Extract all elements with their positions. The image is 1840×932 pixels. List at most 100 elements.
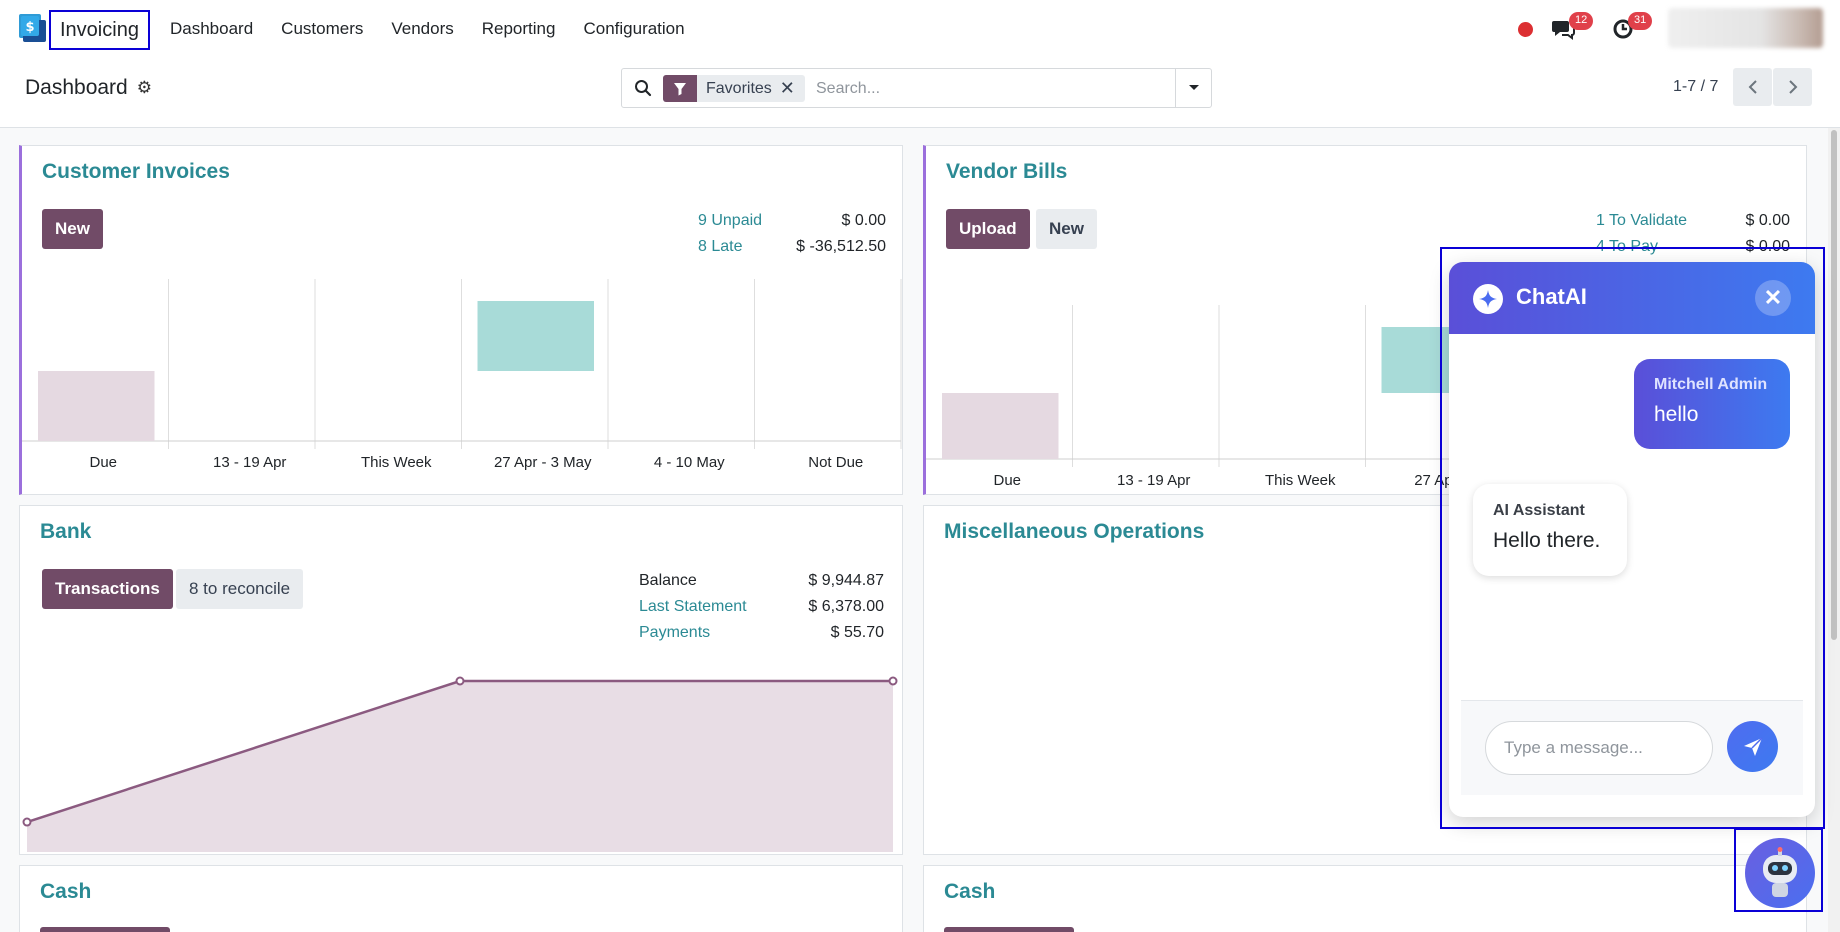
page-scrollbar[interactable] xyxy=(1828,128,1840,932)
customer-invoices-bar[interactable] xyxy=(477,301,595,371)
messages-badge: 12 xyxy=(1569,12,1594,30)
cash-card-left: Cash xyxy=(19,865,903,932)
cash-title-right[interactable]: Cash xyxy=(944,880,996,903)
chatai-header: ChatAI ✕ xyxy=(1449,262,1815,334)
cash-title-left[interactable]: Cash xyxy=(40,880,92,903)
ai-message-bubble: AI Assistant Hello there. xyxy=(1473,484,1627,576)
balance-amount: $ 9,944.87 xyxy=(808,572,884,589)
late-amount: $ -36,512.50 xyxy=(796,238,886,255)
chat-message-input[interactable] xyxy=(1485,721,1713,775)
ai-message-author: AI Assistant xyxy=(1493,502,1585,519)
page-title: Dashboard xyxy=(25,76,128,99)
invoicing-app-icon[interactable]: $ xyxy=(19,14,46,42)
vendor-bills-bar[interactable] xyxy=(942,393,1059,459)
ai-message-text: Hello there. xyxy=(1493,529,1601,552)
status-dot-icon[interactable] xyxy=(1518,0,1533,58)
customer-invoices-tick-label: 27 Apr - 3 May xyxy=(494,454,592,471)
filter-icon xyxy=(663,75,697,102)
search-facet-favorites[interactable]: Favorites ✕ xyxy=(663,75,805,102)
main-menu: Dashboard Customers Vendors Reporting Co… xyxy=(156,0,699,58)
launcher-highlight-frame xyxy=(1734,828,1823,912)
pager-previous-button[interactable] xyxy=(1733,68,1772,106)
customer-invoices-title[interactable]: Customer Invoices xyxy=(42,160,230,183)
menu-dashboard[interactable]: Dashboard xyxy=(170,19,254,38)
pager-next-button[interactable] xyxy=(1773,68,1812,106)
new-bill-button[interactable]: New xyxy=(1036,209,1097,249)
chatai-composer xyxy=(1461,700,1803,795)
last-statement-amount: $ 6,378.00 xyxy=(808,598,884,615)
facet-label: Favorites xyxy=(706,80,772,97)
transactions-button[interactable]: Transactions xyxy=(42,569,173,609)
to-pay-amount: $ 0.00 xyxy=(1745,238,1790,255)
bank-title[interactable]: Bank xyxy=(40,520,92,543)
activities-icon[interactable] xyxy=(1612,0,1634,58)
vendor-bills-tick-label: This Week xyxy=(1265,472,1336,489)
chatai-title: ChatAI xyxy=(1516,284,1587,309)
new-invoice-button[interactable]: New xyxy=(42,209,103,249)
vendor-bills-chart[interactable]: Due 13 - 19 Apr This Week 27 Apr - 3 xyxy=(926,305,1806,505)
user-message-text: hello xyxy=(1654,403,1699,426)
reconcile-button[interactable]: 8 to reconcile xyxy=(176,569,304,609)
activities-badge: 31 xyxy=(1628,12,1653,30)
control-panel: Dashboard ⚙ Favorites ✕ 1-7 / 7 xyxy=(0,58,1840,128)
paper-plane-icon xyxy=(1743,736,1763,756)
user-menu-avatar[interactable] xyxy=(1668,8,1823,48)
last-statement-link[interactable]: Last Statement xyxy=(639,598,747,615)
customer-invoices-tick-label: 13 - 19 Apr xyxy=(213,454,286,471)
bank-balance-chart[interactable] xyxy=(20,656,904,856)
payments-link[interactable]: Payments xyxy=(639,624,711,641)
search-options-toggle[interactable] xyxy=(1175,69,1211,107)
search-icon[interactable] xyxy=(634,79,652,97)
late-link[interactable]: 8 Late xyxy=(698,238,743,255)
bank-card: Bank Transactions 8 to reconcile Balance… xyxy=(19,505,903,855)
customer-invoices-card: Customer Invoices New 9 Unpaid $ 0.00 8 L… xyxy=(19,145,903,495)
search-input[interactable] xyxy=(816,77,1156,101)
chatbot-launcher-button[interactable] xyxy=(1745,838,1815,908)
top-navbar: $ Invoicing Dashboard Customers Vendors … xyxy=(0,0,1840,58)
menu-customers[interactable]: Customers xyxy=(281,19,364,38)
cash-button-left[interactable] xyxy=(40,927,170,932)
menu-configuration[interactable]: Configuration xyxy=(583,19,685,38)
upload-bill-button[interactable]: Upload xyxy=(946,209,1030,249)
balance-label: Balance xyxy=(639,572,697,589)
facet-remove-icon[interactable]: ✕ xyxy=(779,78,795,98)
svg-text:$: $ xyxy=(25,20,34,35)
to-validate-link[interactable]: 1 To Validate xyxy=(1596,212,1688,229)
customer-invoices-tick-label: Due xyxy=(89,454,117,471)
customer-invoices-tick-label: Not Due xyxy=(808,454,863,471)
menu-vendors[interactable]: Vendors xyxy=(391,19,454,38)
unpaid-link[interactable]: 9 Unpaid xyxy=(698,212,763,229)
close-icon[interactable]: ✕ xyxy=(1755,280,1791,316)
chevron-left-icon xyxy=(1748,80,1757,94)
robot-icon xyxy=(1763,847,1797,897)
send-button[interactable] xyxy=(1727,721,1778,772)
vendor-bills-tick-label: 13 - 19 Apr xyxy=(1117,472,1190,489)
bank-data-point[interactable] xyxy=(888,676,898,686)
user-message-bubble: Mitchell Admin hello xyxy=(1634,359,1790,449)
caret-down-icon xyxy=(1188,85,1199,90)
gear-icon[interactable]: ⚙ xyxy=(136,78,152,97)
bank-data-point[interactable] xyxy=(22,817,32,827)
chevron-right-icon xyxy=(1788,80,1797,94)
breadcrumb: Dashboard ⚙ xyxy=(25,76,152,100)
app-name[interactable]: Invoicing xyxy=(49,10,150,50)
bank-data-point[interactable] xyxy=(455,676,465,686)
unpaid-amount: $ 0.00 xyxy=(841,212,886,229)
customer-invoices-chart[interactable]: Due 13 - 19 Apr This Week 27 Apr - 3 May 4 -… xyxy=(22,279,902,479)
menu-reporting[interactable]: Reporting xyxy=(481,19,556,38)
customer-invoices-bar[interactable] xyxy=(38,371,155,441)
to-validate-amount: $ 0.00 xyxy=(1745,212,1790,229)
customer-invoices-stats: 9 Unpaid $ 0.00 8 Late $ -36,512.50 xyxy=(698,208,886,260)
misc-operations-title[interactable]: Miscellaneous Operations xyxy=(944,520,1205,543)
payments-amount: $ 55.70 xyxy=(830,624,884,641)
bank-area-fill xyxy=(27,681,893,852)
chatai-highlight-frame xyxy=(1440,247,1825,829)
search-bar: Favorites ✕ xyxy=(621,68,1212,108)
vendor-bills-title[interactable]: Vendor Bills xyxy=(946,160,1068,183)
to-pay-link[interactable]: 4 To Pay xyxy=(1596,238,1658,255)
vendor-bills-tick-label: Due xyxy=(993,472,1021,489)
cash-button-right[interactable] xyxy=(944,927,1074,932)
pager-value: 1-7 / 7 xyxy=(1673,78,1719,95)
customer-invoices-tick-label: This Week xyxy=(361,454,432,471)
messages-icon[interactable] xyxy=(1551,0,1575,58)
